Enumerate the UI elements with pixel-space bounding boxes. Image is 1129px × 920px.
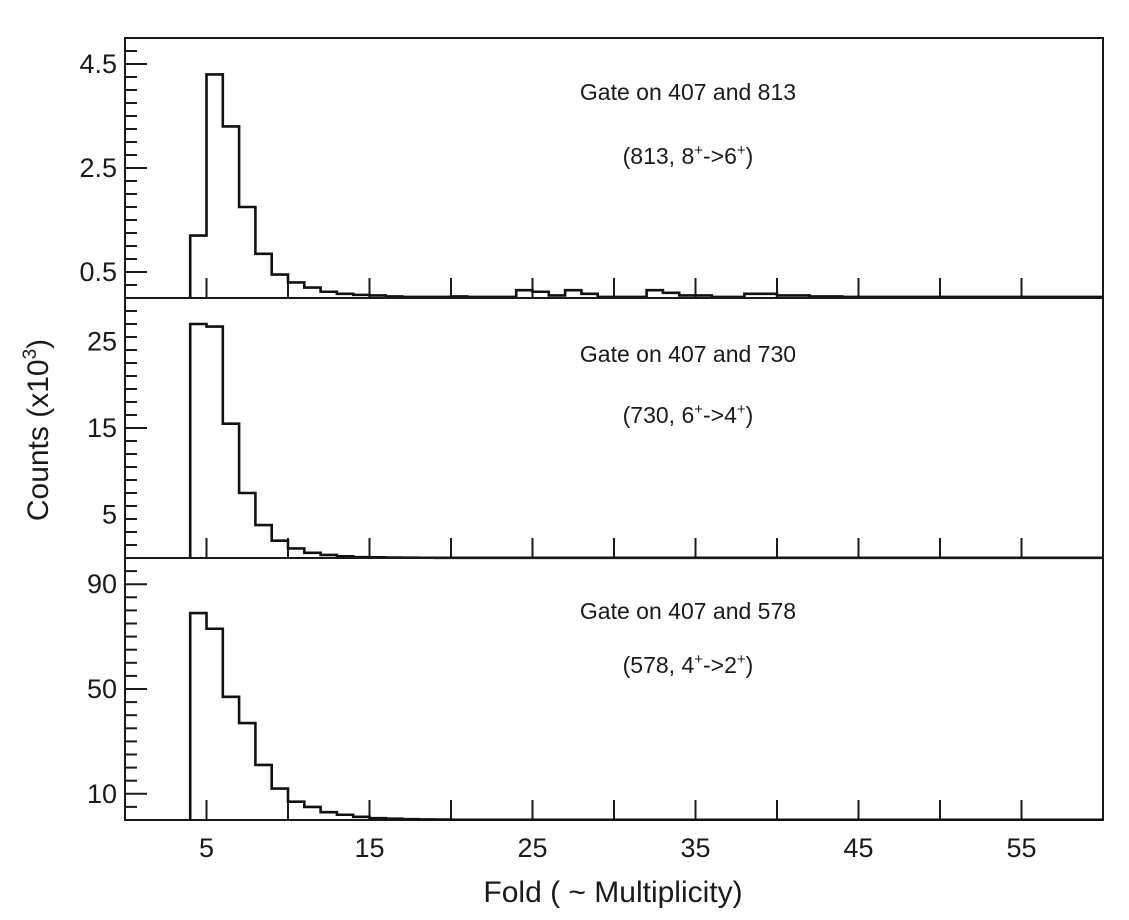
transition-annotation: (578, 4+->2+) xyxy=(623,651,754,678)
gate-annotation: Gate on 407 and 813 xyxy=(580,79,796,105)
histogram-series xyxy=(188,73,1103,299)
y-tick-label: 25 xyxy=(87,326,117,356)
x-tick-label: 25 xyxy=(517,833,547,863)
gate-annotation: Gate on 407 and 730 xyxy=(580,341,796,367)
y-tick-label: 2.5 xyxy=(79,153,117,183)
y-axis-title: Counts (x103) xyxy=(20,339,55,521)
y-tick-label: 90 xyxy=(87,569,117,599)
x-tick-label: 55 xyxy=(1006,833,1036,863)
transition-annotation: (813, 8+->6+) xyxy=(623,142,754,169)
x-tick-label: 45 xyxy=(843,833,873,863)
y-tick-label: 10 xyxy=(87,779,117,809)
y-tick-label: 50 xyxy=(87,674,117,704)
x-tick-label: 15 xyxy=(354,833,384,863)
histogram-panel-1: 0.5 2.5 4.5 Gate on 407 and 813 (813, 8+->6+… xyxy=(79,37,1104,299)
panels: 0.5 2.5 4.5 Gate on 407 and 813 (813, 8+->6+… xyxy=(79,37,1104,863)
transition-annotation: (730, 6+->4+) xyxy=(623,401,754,428)
histogram-panel-3: 10 50 90 Gate on 407 and 578 (578, 4+->2+) xyxy=(87,557,1104,822)
y-tick-label: 15 xyxy=(87,413,117,443)
plot-frame xyxy=(124,297,1104,559)
x-axis-title: Fold ( ~ Multiplicity) xyxy=(483,876,742,909)
histogram-panel-2: 5 15 25 Gate on 407 and 730 (730, 6+->4+) xyxy=(87,297,1104,560)
y-tick-label: 0.5 xyxy=(79,257,117,287)
y-tick-label: 5 xyxy=(102,500,117,530)
histogram-series xyxy=(188,611,1103,822)
y-tick-label: 4.5 xyxy=(79,49,117,79)
x-tick-label: 5 xyxy=(199,833,214,863)
gate-annotation: Gate on 407 and 578 xyxy=(580,598,796,624)
x-tick-label: 35 xyxy=(680,833,710,863)
